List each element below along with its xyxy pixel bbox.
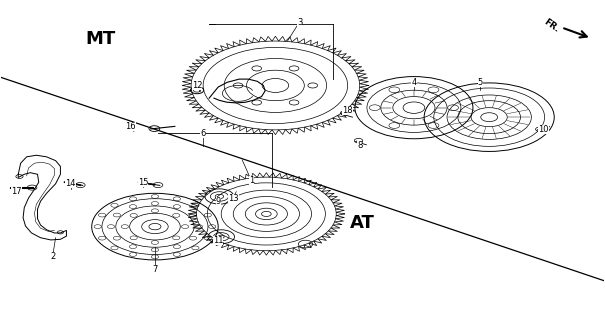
Text: 14: 14: [65, 179, 76, 188]
Text: 2: 2: [50, 252, 55, 261]
Text: 6: 6: [200, 129, 206, 138]
Text: 10: 10: [538, 125, 549, 134]
Text: 3: 3: [297, 18, 302, 27]
Text: 9: 9: [215, 197, 221, 206]
Text: 1: 1: [249, 176, 254, 185]
Text: 17: 17: [11, 187, 22, 196]
Text: AT: AT: [350, 214, 375, 232]
Text: 5: 5: [477, 78, 483, 87]
Text: 15: 15: [138, 178, 148, 187]
Text: 4: 4: [411, 78, 416, 87]
Text: FR.: FR.: [542, 17, 561, 34]
Text: 13: 13: [228, 194, 238, 203]
Text: 16: 16: [126, 122, 136, 131]
Text: 18: 18: [342, 106, 353, 115]
Text: 7: 7: [152, 265, 158, 274]
Text: 12: 12: [192, 81, 202, 90]
Text: 11: 11: [213, 236, 223, 245]
Text: MT: MT: [86, 30, 116, 48]
Text: 8: 8: [357, 141, 362, 150]
